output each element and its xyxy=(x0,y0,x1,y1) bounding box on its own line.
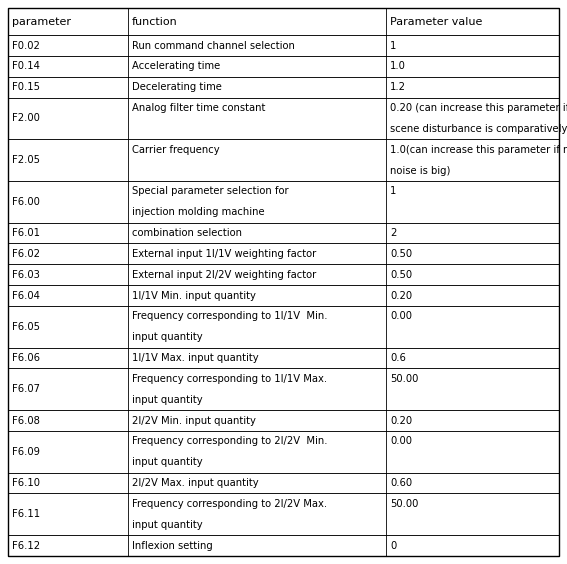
Text: input quantity: input quantity xyxy=(132,457,203,467)
Text: Special parameter selection for: Special parameter selection for xyxy=(132,186,289,196)
Text: Decelerating time: Decelerating time xyxy=(132,82,222,92)
Text: F2.05: F2.05 xyxy=(12,155,40,165)
Text: 1: 1 xyxy=(390,186,396,196)
Text: 1I/1V Max. input quantity: 1I/1V Max. input quantity xyxy=(132,353,259,363)
Text: 2: 2 xyxy=(390,228,396,238)
Text: 0.20: 0.20 xyxy=(390,416,412,426)
Text: External input 1I/1V weighting factor: External input 1I/1V weighting factor xyxy=(132,249,316,259)
Text: 0.6: 0.6 xyxy=(390,353,406,363)
Text: F6.06: F6.06 xyxy=(12,353,40,363)
Bar xyxy=(8,306,559,347)
Text: Frequency corresponding to 1I/1V  Min.: Frequency corresponding to 1I/1V Min. xyxy=(132,311,328,321)
Text: 0.20: 0.20 xyxy=(390,290,412,301)
Text: F6.01: F6.01 xyxy=(12,228,40,238)
Text: Inflexion setting: Inflexion setting xyxy=(132,540,213,550)
Text: 2I/2V Max. input quantity: 2I/2V Max. input quantity xyxy=(132,478,259,488)
Text: F6.08: F6.08 xyxy=(12,416,40,426)
Bar xyxy=(8,139,559,181)
Text: External input 2I/2V weighting factor: External input 2I/2V weighting factor xyxy=(132,270,316,280)
Text: 1.0(can increase this parameter if motor: 1.0(can increase this parameter if motor xyxy=(390,145,567,155)
Bar xyxy=(8,473,559,494)
Text: Frequency corresponding to 2I/2V  Min.: Frequency corresponding to 2I/2V Min. xyxy=(132,437,328,446)
Text: input quantity: input quantity xyxy=(132,520,203,530)
Text: function: function xyxy=(132,16,178,27)
Text: F6.00: F6.00 xyxy=(12,197,40,207)
Bar xyxy=(8,77,559,98)
Text: input quantity: input quantity xyxy=(132,395,203,405)
Text: 1I/1V Min. input quantity: 1I/1V Min. input quantity xyxy=(132,290,256,301)
Text: Analog filter time constant: Analog filter time constant xyxy=(132,103,265,113)
Text: 0.50: 0.50 xyxy=(390,270,412,280)
Bar xyxy=(8,347,559,368)
Text: noise is big): noise is big) xyxy=(390,165,450,175)
Text: Run command channel selection: Run command channel selection xyxy=(132,41,295,51)
Text: 0.20 (can increase this parameter if: 0.20 (can increase this parameter if xyxy=(390,103,567,113)
Bar xyxy=(8,368,559,410)
Text: F6.11: F6.11 xyxy=(12,509,40,519)
Text: 0.00: 0.00 xyxy=(390,311,412,321)
Text: input quantity: input quantity xyxy=(132,332,203,342)
Bar xyxy=(8,56,559,77)
Bar xyxy=(8,431,559,473)
Text: injection molding machine: injection molding machine xyxy=(132,207,265,217)
Text: F6.03: F6.03 xyxy=(12,270,40,280)
Text: 1: 1 xyxy=(390,41,396,51)
Text: F0.02: F0.02 xyxy=(12,41,40,51)
Text: 1.2: 1.2 xyxy=(390,82,406,92)
Bar xyxy=(8,494,559,535)
Text: 0.00: 0.00 xyxy=(390,437,412,446)
Text: F6.12: F6.12 xyxy=(12,540,40,550)
Bar xyxy=(8,535,559,556)
Text: Frequency corresponding to 1I/1V Max.: Frequency corresponding to 1I/1V Max. xyxy=(132,374,327,384)
Text: parameter: parameter xyxy=(12,16,71,27)
Text: 50.00: 50.00 xyxy=(390,374,418,384)
Text: 1.0: 1.0 xyxy=(390,61,406,71)
Text: F6.09: F6.09 xyxy=(12,447,40,457)
Text: 0.50: 0.50 xyxy=(390,249,412,259)
Text: F6.04: F6.04 xyxy=(12,290,40,301)
Bar xyxy=(8,35,559,56)
Text: F0.15: F0.15 xyxy=(12,82,40,92)
Bar xyxy=(8,285,559,306)
Text: F6.02: F6.02 xyxy=(12,249,40,259)
Bar xyxy=(8,181,559,223)
Text: Accelerating time: Accelerating time xyxy=(132,61,221,71)
Text: F0.14: F0.14 xyxy=(12,61,40,71)
Text: Parameter value: Parameter value xyxy=(390,16,483,27)
Text: F6.05: F6.05 xyxy=(12,322,40,332)
Text: Carrier frequency: Carrier frequency xyxy=(132,145,220,155)
Text: F6.10: F6.10 xyxy=(12,478,40,488)
Text: combination selection: combination selection xyxy=(132,228,242,238)
Bar xyxy=(8,8,559,35)
Text: scene disturbance is comparatively big): scene disturbance is comparatively big) xyxy=(390,124,567,134)
Text: 0: 0 xyxy=(390,540,396,550)
Text: F6.07: F6.07 xyxy=(12,384,40,394)
Bar xyxy=(8,244,559,265)
Bar xyxy=(8,265,559,285)
Text: F2.00: F2.00 xyxy=(12,113,40,124)
Text: 0.60: 0.60 xyxy=(390,478,412,488)
Bar xyxy=(8,410,559,431)
Bar xyxy=(8,223,559,244)
Text: 2I/2V Min. input quantity: 2I/2V Min. input quantity xyxy=(132,416,256,426)
Text: Frequency corresponding to 2I/2V Max.: Frequency corresponding to 2I/2V Max. xyxy=(132,499,327,509)
Text: 50.00: 50.00 xyxy=(390,499,418,509)
Bar xyxy=(8,98,559,139)
